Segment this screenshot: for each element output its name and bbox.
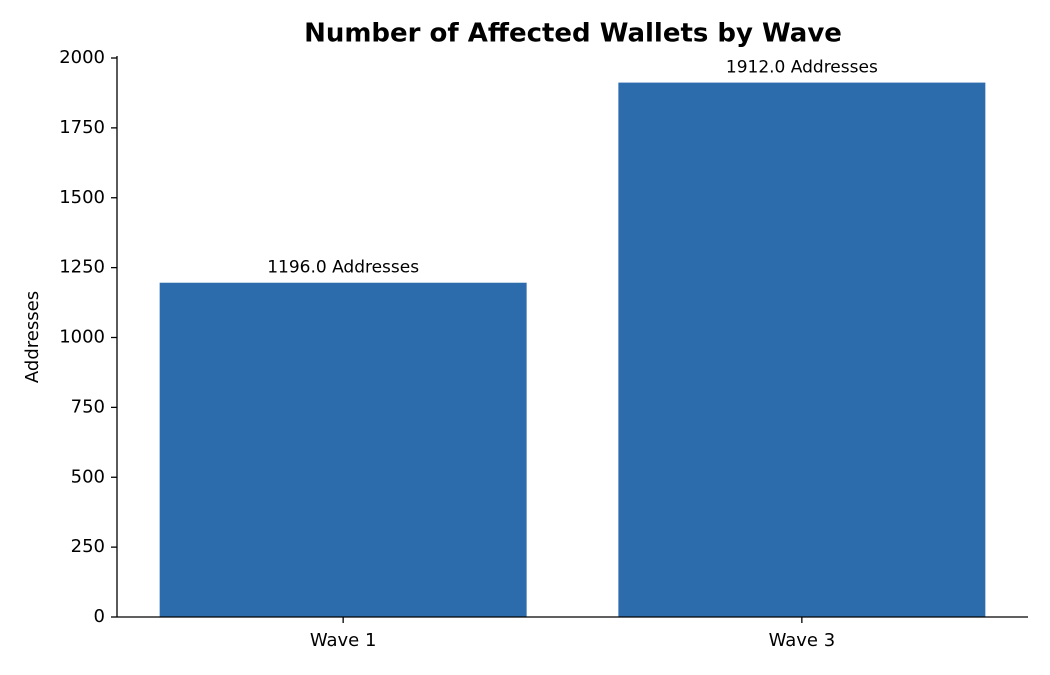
y-tick-label: 250	[71, 536, 105, 557]
value-label: 1196.0 Addresses	[267, 258, 419, 278]
y-tick-label: 1250	[59, 257, 105, 278]
x-tick-label: Wave 1	[310, 630, 377, 651]
y-tick-label: 1750	[59, 117, 105, 138]
y-tick-label: 500	[71, 466, 105, 487]
chart-title: Number of Affected Wallets by Wave	[304, 19, 842, 49]
y-tick-label: 1500	[59, 187, 105, 208]
y-tick-label: 2000	[59, 47, 105, 68]
value-label: 1912.0 Addresses	[726, 58, 878, 78]
bar	[159, 282, 527, 617]
y-tick-label: 1000	[59, 327, 105, 348]
y-axis-label: Addresses	[22, 291, 43, 383]
bar	[618, 82, 986, 617]
y-tick-label: 0	[94, 606, 105, 627]
y-tick-label: 750	[71, 396, 105, 417]
x-tick-label: Wave 3	[769, 630, 836, 651]
